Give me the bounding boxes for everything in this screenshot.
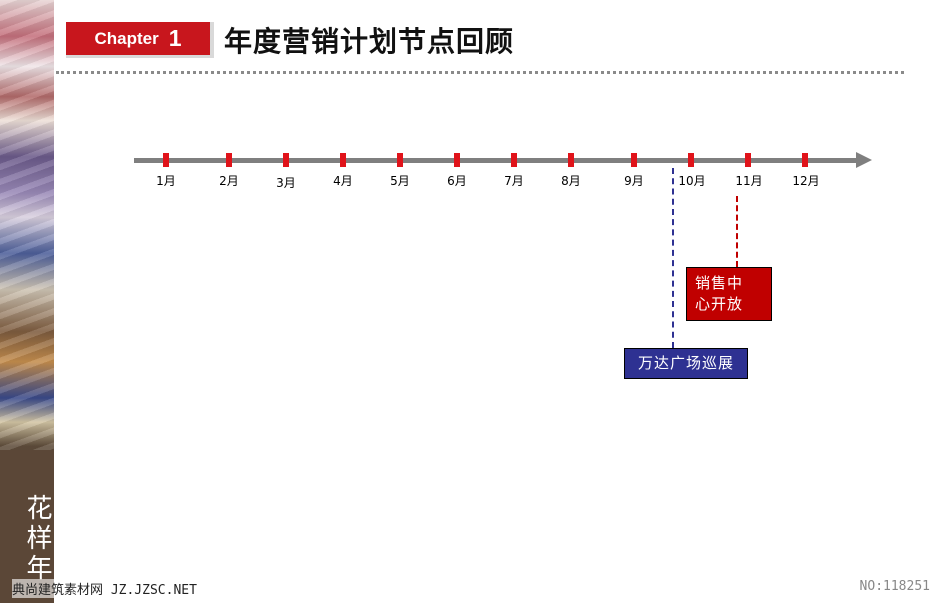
month-tick (397, 153, 403, 167)
month-tick (283, 153, 289, 167)
sales-connector-line (736, 196, 738, 267)
month-label: 6月 (447, 174, 467, 188)
page-title: 年度营销计划节点回顾 (224, 25, 515, 58)
watermark-right: NO:118251 (859, 579, 930, 594)
month-label: 9月 (624, 174, 644, 188)
month-label: 12月 (792, 174, 820, 188)
timeline-axis (134, 158, 858, 163)
event-sales-center-open: 销售中 心开放 (686, 267, 772, 321)
wanda-connector-line (672, 168, 674, 348)
month-tick (454, 153, 460, 167)
month-label: 10月 (678, 174, 706, 188)
month-label: 11月 (735, 174, 763, 188)
month-tick (340, 153, 346, 167)
month-label: 8月 (561, 174, 581, 188)
brand-text: 花样年 (22, 493, 52, 584)
month-tick (226, 153, 232, 167)
arrow-right-icon (856, 152, 872, 168)
chapter-badge: Chapter 1 (66, 22, 214, 58)
month-tick (631, 153, 637, 167)
brand-logo-text: 花样年 (0, 450, 54, 603)
month-label: 3月 (276, 176, 296, 190)
month-tick (511, 153, 517, 167)
month-label: 2月 (219, 174, 239, 188)
month-label: 5月 (390, 174, 410, 188)
month-tick (745, 153, 751, 167)
chapter-word: Chapter (94, 28, 159, 48)
month-tick (568, 153, 574, 167)
event-sales-line1: 销售中 (695, 274, 744, 292)
month-label: 7月 (504, 174, 524, 188)
chapter-number: 1 (168, 25, 182, 51)
dotted-divider (56, 71, 904, 74)
event-sales-line2: 心开放 (695, 295, 744, 313)
month-tick (802, 153, 808, 167)
month-tick (163, 153, 169, 167)
month-tick (688, 153, 694, 167)
month-label: 4月 (333, 174, 353, 188)
event-wanda-exhibition: 万达广场巡展 (624, 348, 748, 379)
chapter-badge-inner: Chapter 1 (66, 22, 210, 55)
month-label: 1月 (156, 174, 176, 188)
watermark-left: 典尚建筑素材网 JZ.JZSC.NET (12, 579, 197, 598)
